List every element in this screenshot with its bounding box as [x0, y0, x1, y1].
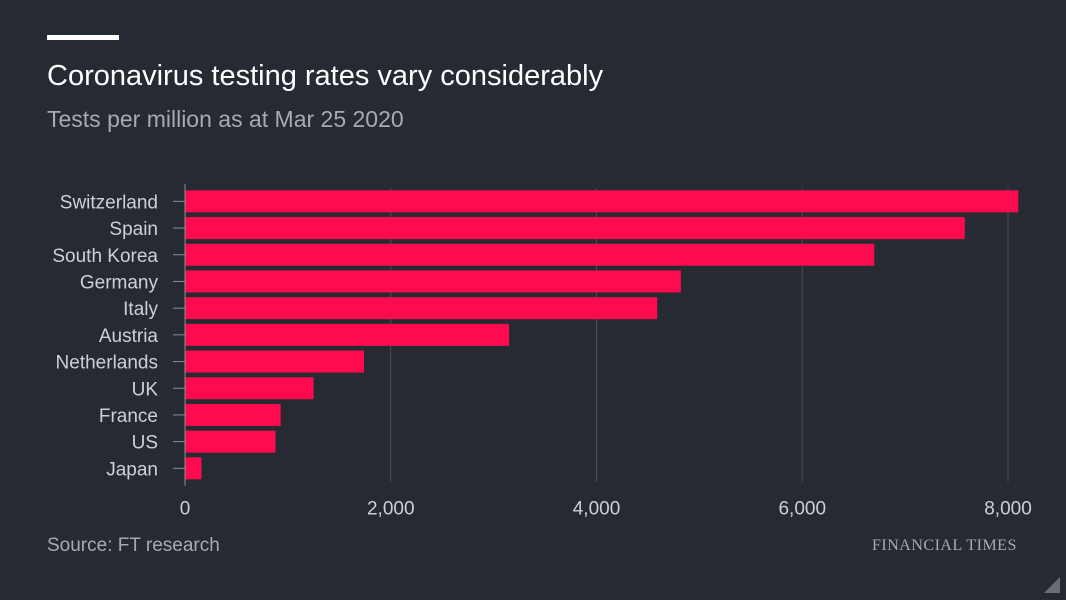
category-label: Netherlands	[56, 353, 158, 374]
bar-france	[185, 403, 281, 426]
bar-germany	[185, 270, 681, 293]
x-tick-label: 6,000	[778, 499, 826, 520]
x-tick-label: 8,000	[984, 499, 1032, 520]
bar-italy	[185, 297, 658, 320]
category-label: Austria	[99, 326, 159, 347]
chart-subtitle: Tests per million as at Mar 25 2020	[47, 106, 404, 132]
category-label: South Korea	[52, 246, 158, 267]
bar-austria	[185, 323, 510, 346]
bar-us	[185, 430, 276, 453]
x-tick-label: 2,000	[367, 499, 415, 520]
x-tick-label: 4,000	[573, 499, 621, 520]
chart-title: Coronavirus testing rates vary considera…	[47, 60, 604, 92]
category-label: France	[99, 406, 158, 427]
bar-south-korea	[185, 243, 875, 266]
bar-spain	[185, 217, 965, 240]
source-note: Source: FT research	[47, 535, 220, 556]
category-label: UK	[132, 379, 159, 400]
top-rule	[47, 35, 119, 40]
bar-uk	[185, 377, 314, 400]
bar-japan	[185, 457, 202, 480]
brand-wordmark: FINANCIAL TIMES	[872, 537, 1017, 554]
category-label: Japan	[106, 459, 158, 480]
category-label: Italy	[123, 299, 158, 320]
resize-corner-icon	[1044, 577, 1060, 593]
bar-netherlands	[185, 350, 365, 373]
category-label: Spain	[109, 219, 158, 240]
category-label: US	[132, 433, 158, 454]
category-label: Germany	[80, 272, 159, 293]
bar-switzerland	[185, 190, 1019, 213]
category-label: Switzerland	[60, 192, 158, 213]
x-tick-label: 0	[180, 499, 191, 520]
